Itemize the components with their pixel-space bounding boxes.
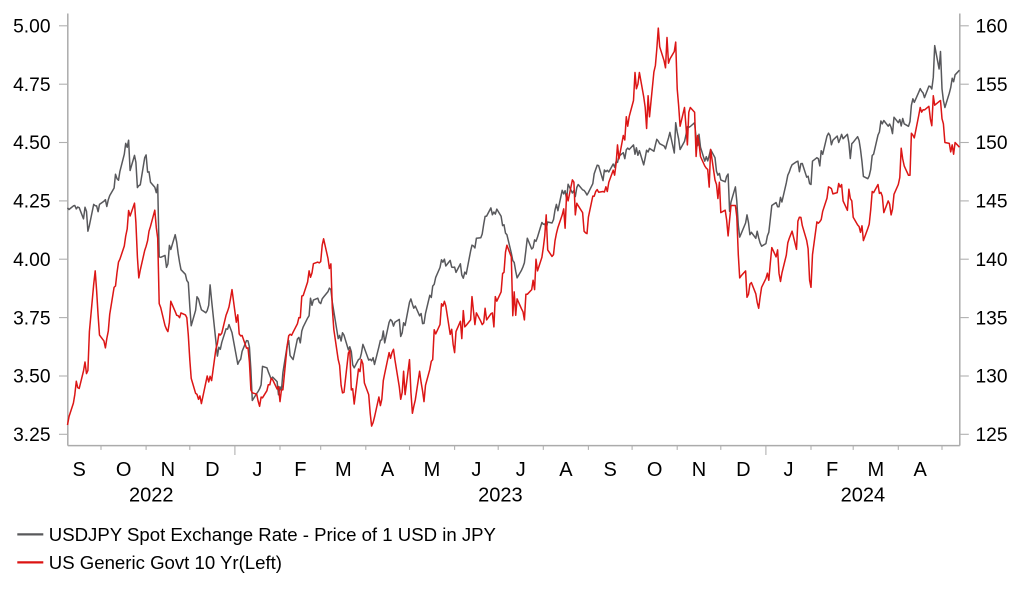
svg-text:J: J — [471, 459, 481, 481]
svg-text:N: N — [161, 459, 175, 481]
svg-text:135: 135 — [976, 308, 1008, 329]
svg-text:3.25: 3.25 — [13, 425, 50, 446]
svg-text:160: 160 — [976, 17, 1008, 38]
svg-text:O: O — [647, 459, 663, 481]
svg-text:N: N — [692, 459, 706, 481]
svg-text:3.50: 3.50 — [13, 367, 50, 388]
svg-text:2022: 2022 — [129, 485, 174, 507]
svg-text:140: 140 — [976, 250, 1008, 271]
svg-text:150: 150 — [976, 133, 1008, 154]
svg-text:A: A — [559, 459, 573, 481]
svg-text:O: O — [116, 459, 132, 481]
svg-text:M: M — [867, 459, 884, 481]
svg-text:4.25: 4.25 — [13, 192, 50, 213]
svg-text:A: A — [381, 459, 395, 481]
svg-text:USDJPY Spot Exchange Rate - Pr: USDJPY Spot Exchange Rate - Price of 1 U… — [49, 524, 496, 545]
svg-text:J: J — [784, 459, 794, 481]
svg-text:J: J — [516, 459, 526, 481]
svg-text:M: M — [424, 459, 441, 481]
svg-text:4.50: 4.50 — [13, 133, 50, 154]
svg-text:2024: 2024 — [841, 485, 886, 507]
svg-text:4.75: 4.75 — [13, 75, 50, 96]
svg-text:D: D — [736, 459, 750, 481]
svg-text:155: 155 — [976, 75, 1008, 96]
svg-text:US Generic Govt 10 Yr(Left): US Generic Govt 10 Yr(Left) — [49, 552, 282, 573]
svg-text:5.00: 5.00 — [13, 17, 50, 38]
svg-text:J: J — [252, 459, 262, 481]
svg-text:4.00: 4.00 — [13, 250, 50, 271]
svg-text:D: D — [205, 459, 219, 481]
svg-text:3.75: 3.75 — [13, 308, 50, 329]
svg-text:145: 145 — [976, 192, 1008, 213]
svg-text:125: 125 — [976, 425, 1008, 446]
svg-text:F: F — [826, 459, 838, 481]
svg-text:F: F — [294, 459, 306, 481]
svg-text:S: S — [604, 459, 617, 481]
svg-text:2023: 2023 — [478, 485, 523, 507]
svg-text:A: A — [914, 459, 928, 481]
svg-text:M: M — [335, 459, 352, 481]
svg-text:130: 130 — [976, 367, 1008, 388]
svg-text:S: S — [73, 459, 86, 481]
